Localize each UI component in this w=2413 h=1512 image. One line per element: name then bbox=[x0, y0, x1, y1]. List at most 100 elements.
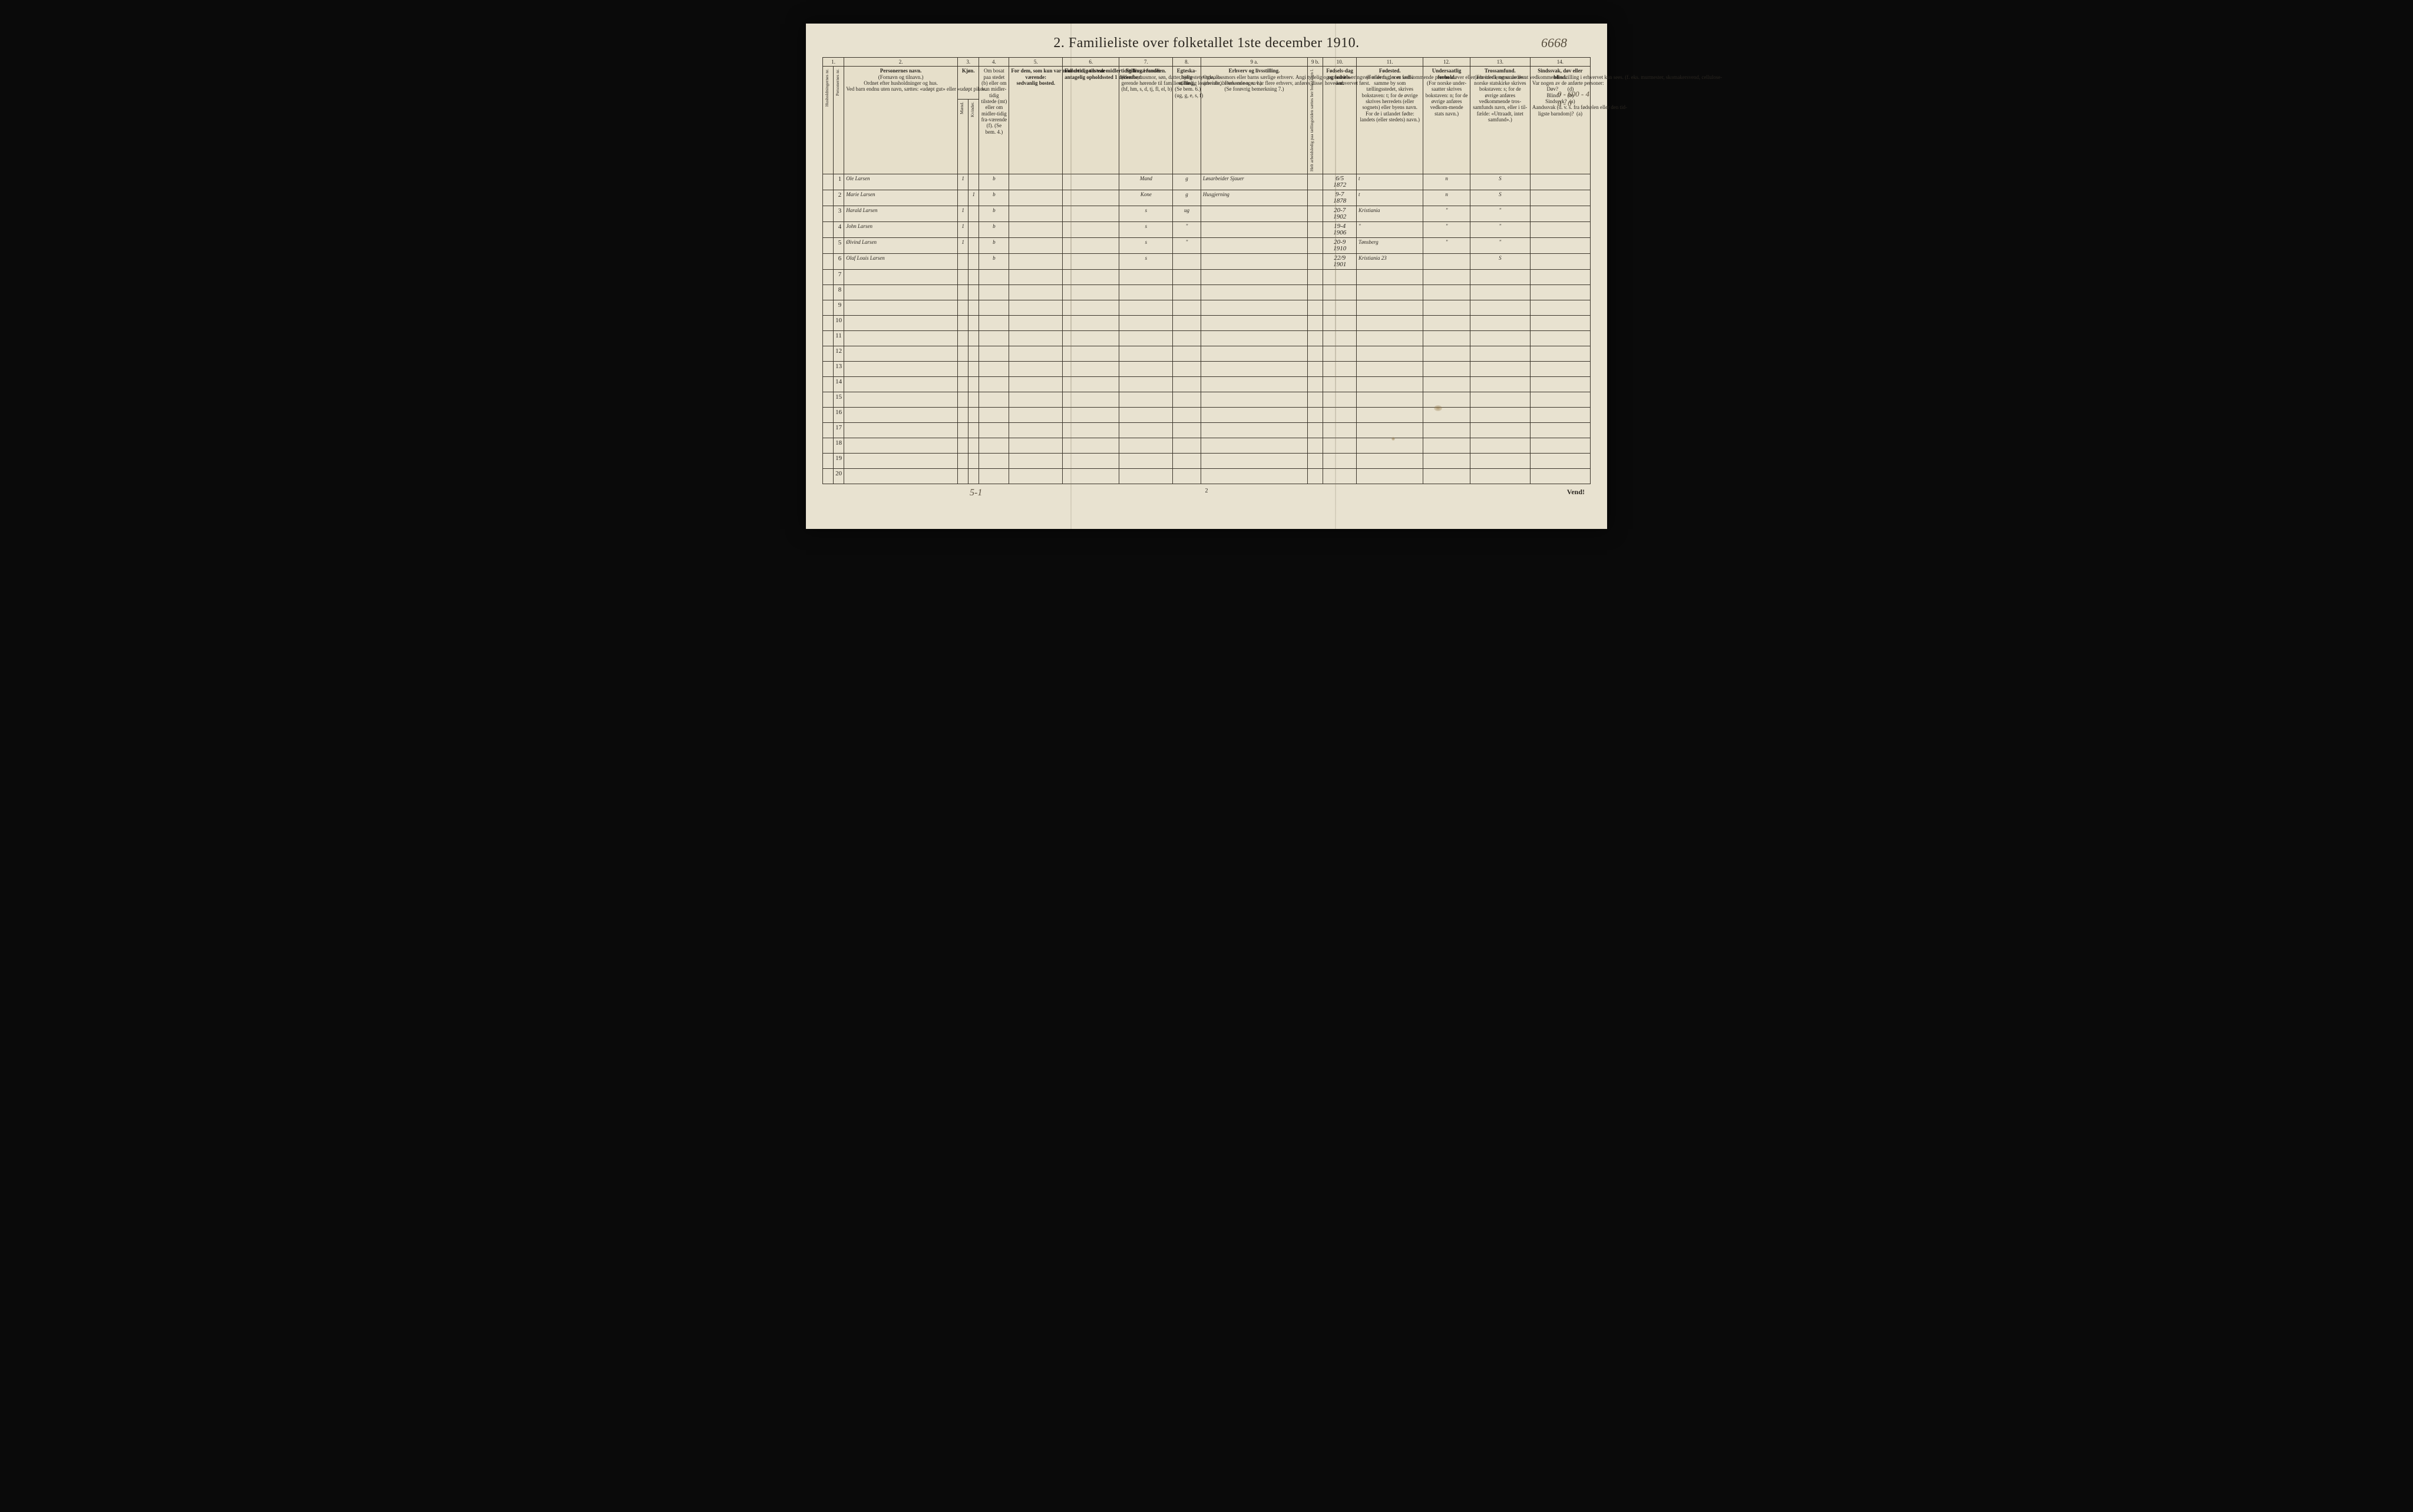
cell-col5 bbox=[1009, 190, 1063, 206]
header-col5: For dem, som kun var midlertidig tilsted… bbox=[1009, 67, 1063, 174]
cell-empty bbox=[968, 316, 979, 331]
cell-empty bbox=[1470, 423, 1530, 438]
cell-sex-k: 1 bbox=[968, 190, 979, 206]
cell-empty bbox=[844, 300, 958, 316]
table-header: 1. 2. 3. 4. 5. 6. 7. 8. 9 a. 9 b. 10. 11… bbox=[823, 58, 1591, 174]
cell-empty bbox=[979, 346, 1009, 362]
cell-empty bbox=[1423, 438, 1470, 454]
cell-empty bbox=[979, 423, 1009, 438]
cell-empty bbox=[1308, 377, 1323, 392]
cell-person-nr: 11 bbox=[834, 331, 844, 346]
colnum: 7. bbox=[1119, 58, 1173, 67]
cell-occupation bbox=[1201, 222, 1307, 238]
cell-empty bbox=[1530, 346, 1590, 362]
cell-household-nr bbox=[823, 238, 834, 254]
cell-empty bbox=[979, 300, 1009, 316]
cell-empty bbox=[1009, 423, 1063, 438]
table-row: 3Harald Larsen1bsug20-71902Kristiania"" bbox=[823, 206, 1591, 222]
cell-dob: 20-71902 bbox=[1323, 206, 1357, 222]
colnum: 1. bbox=[823, 58, 844, 67]
cell-empty bbox=[1530, 270, 1590, 285]
cell-household-nr bbox=[823, 206, 834, 222]
header-col3a: Mænd. bbox=[958, 100, 968, 174]
colnum: 9 a. bbox=[1201, 58, 1307, 67]
cell-empty bbox=[1173, 377, 1201, 392]
cell-household-nr bbox=[823, 222, 834, 238]
header-sub: (Se bem. 6.)(ug, g, e, s, f) bbox=[1175, 86, 1203, 98]
cell-empty bbox=[1323, 423, 1357, 438]
cell-empty bbox=[979, 316, 1009, 331]
cell-person-nr: 14 bbox=[834, 377, 844, 392]
cell-empty bbox=[1173, 392, 1201, 408]
cell-residence: b bbox=[979, 238, 1009, 254]
cell-person-nr: 4 bbox=[834, 222, 844, 238]
cell-empty bbox=[1201, 423, 1307, 438]
cell-sex-k bbox=[968, 222, 979, 238]
cell-empty bbox=[1423, 346, 1470, 362]
cell-empty bbox=[1119, 392, 1173, 408]
cell-person-nr: 18 bbox=[834, 438, 844, 454]
cell-empty bbox=[1308, 316, 1323, 331]
colnum: 8. bbox=[1173, 58, 1201, 67]
cell-empty bbox=[1357, 285, 1423, 300]
cell-empty bbox=[1357, 423, 1423, 438]
cell-empty bbox=[1323, 454, 1357, 469]
cell-empty bbox=[979, 408, 1009, 423]
cell-sex-k bbox=[968, 238, 979, 254]
header-col7: Stilling i familien. (Husfar, husmor, sø… bbox=[1119, 67, 1173, 174]
header-text: Personernes nr. bbox=[835, 68, 841, 97]
cell-empty bbox=[1323, 362, 1357, 377]
cell-empty bbox=[1357, 300, 1423, 316]
cell-household-nr bbox=[823, 454, 834, 469]
cell-birthplace: t bbox=[1357, 190, 1423, 206]
cell-empty bbox=[1009, 469, 1063, 484]
cell-empty bbox=[979, 438, 1009, 454]
cell-empty bbox=[1530, 285, 1590, 300]
cell-empty bbox=[1323, 469, 1357, 484]
cell-empty bbox=[1470, 469, 1530, 484]
colnum: 11. bbox=[1357, 58, 1423, 67]
cell-empty bbox=[1470, 392, 1530, 408]
cell-empty bbox=[844, 423, 958, 438]
title-row: 2. Familieliste over folketallet 1ste de… bbox=[822, 35, 1591, 51]
cell-empty bbox=[1357, 331, 1423, 346]
cell-col5 bbox=[1009, 174, 1063, 190]
cell-empty bbox=[958, 300, 968, 316]
cell-disability bbox=[1530, 190, 1590, 206]
cell-empty bbox=[1308, 392, 1323, 408]
cell-empty bbox=[968, 331, 979, 346]
cell-household-nr bbox=[823, 300, 834, 316]
table-row-empty: 17 bbox=[823, 423, 1591, 438]
cell-empty bbox=[1173, 423, 1201, 438]
cell-empty bbox=[1009, 454, 1063, 469]
header-title: Stilling i familien. bbox=[1126, 68, 1166, 74]
cell-person-nr: 10 bbox=[834, 316, 844, 331]
cell-family-pos: Kone bbox=[1119, 190, 1173, 206]
column-number-row: 1. 2. 3. 4. 5. 6. 7. 8. 9 a. 9 b. 10. 11… bbox=[823, 58, 1591, 67]
cell-nationality: " bbox=[1423, 222, 1470, 238]
cell-empty bbox=[1470, 408, 1530, 423]
cell-empty bbox=[1530, 423, 1590, 438]
cell-household-nr bbox=[823, 377, 834, 392]
cell-sex-k bbox=[968, 254, 979, 270]
cell-empty bbox=[1470, 454, 1530, 469]
cell-person-nr: 8 bbox=[834, 285, 844, 300]
cell-empty bbox=[1009, 438, 1063, 454]
cell-empty bbox=[1530, 438, 1590, 454]
header-col3b: Kvinder. bbox=[968, 100, 979, 174]
census-page: 2. Familieliste over folketallet 1ste de… bbox=[806, 24, 1607, 529]
cell-empty bbox=[1357, 362, 1423, 377]
cell-empty bbox=[1357, 270, 1423, 285]
cell-sex-m bbox=[958, 190, 968, 206]
cell-empty bbox=[1470, 438, 1530, 454]
cell-empty bbox=[958, 408, 968, 423]
cell-empty bbox=[1201, 469, 1307, 484]
header-col2: Personernes navn. (Fornavn og tilnavn.)O… bbox=[844, 67, 958, 174]
cell-residence: b bbox=[979, 254, 1009, 270]
cell-empty bbox=[1201, 300, 1307, 316]
cell-empty bbox=[968, 285, 979, 300]
cell-religion: " bbox=[1470, 238, 1530, 254]
cell-empty bbox=[1308, 438, 1323, 454]
cell-nationality: " bbox=[1423, 238, 1470, 254]
cell-name: Ole Larsen bbox=[844, 174, 958, 190]
